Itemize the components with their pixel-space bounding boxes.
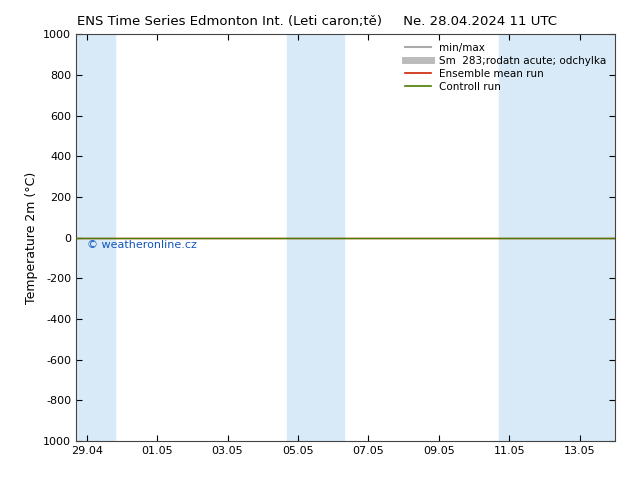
Legend: min/max, Sm  283;rodatn acute; odchylka, Ensemble mean run, Controll run: min/max, Sm 283;rodatn acute; odchylka, … [402, 40, 610, 95]
Bar [287, 34, 344, 441]
Text: ENS Time Series Edmonton Int. (Leti caron;tě)     Ne. 28.04.2024 11 UTC: ENS Time Series Edmonton Int. (Leti caro… [77, 15, 557, 28]
Y-axis label: Temperature 2m (°C): Temperature 2m (°C) [25, 172, 37, 304]
Text: © weatheronline.cz: © weatheronline.cz [87, 240, 197, 250]
Bar [76, 34, 115, 441]
Bar [499, 34, 615, 441]
